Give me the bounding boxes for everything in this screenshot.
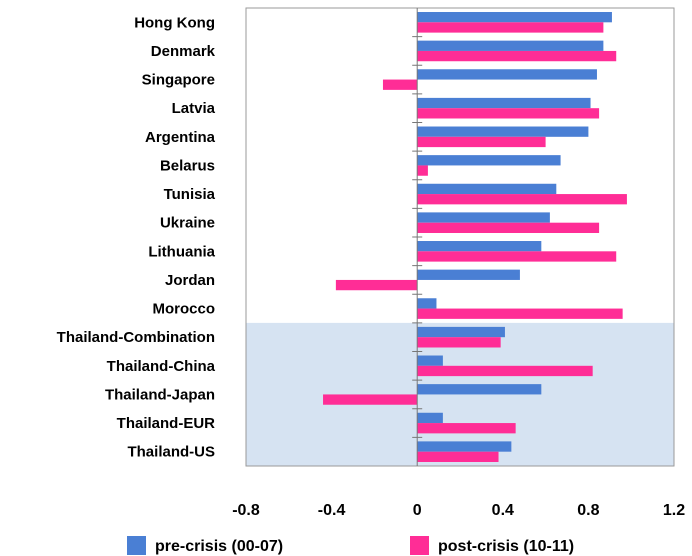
bar-post-crisis-jordan (335, 279, 418, 291)
x-tick-label: -0.4 (318, 502, 346, 519)
category-label: Hong Kong (134, 14, 215, 31)
bar-pre-crisis-thailand-japan (417, 384, 542, 395)
category-label: Morocco (152, 301, 215, 318)
bar-pre-crisis-denmark (417, 40, 604, 51)
bar-post-crisis-tunisia (417, 194, 627, 205)
plot-area-border (245, 7, 675, 467)
bar-pre-crisis-singapore (417, 69, 597, 80)
x-tick-label: -0.8 (232, 502, 260, 519)
bar-pre-crisis-jordan (417, 269, 520, 280)
bar-pre-crisis-argentina (417, 126, 589, 137)
legend: pre-crisis (00-07) post-crisis (10-11) (127, 536, 574, 555)
bar-post-crisis-ukraine (417, 222, 600, 233)
category-label: Ukraine (160, 215, 215, 232)
category-label: Argentina (145, 129, 216, 146)
bar-post-crisis-thailand-combination (417, 337, 501, 348)
bar-pre-crisis-belarus (417, 155, 561, 166)
legend-swatch-post-crisis (410, 536, 429, 555)
category-label: Singapore (142, 72, 215, 89)
bar-post-crisis-lithuania (417, 251, 617, 262)
bar-pre-crisis-morocco (417, 298, 437, 309)
x-tick-label: 1.2 (663, 502, 685, 519)
bar-pre-crisis-lithuania (417, 241, 542, 252)
x-tick-label: 0.4 (492, 502, 514, 519)
legend-label-pre-crisis: pre-crisis (00-07) (155, 538, 283, 555)
category-label: Lithuania (148, 243, 215, 260)
x-tick-label: 0 (413, 502, 422, 519)
category-label: Thailand-Japan (105, 386, 215, 403)
legend-swatch-pre-crisis (127, 536, 146, 555)
bar-post-crisis-thailand-japan (323, 394, 418, 405)
bar-post-crisis-hong-kong (417, 22, 604, 33)
category-label: Thailand-China (107, 358, 216, 375)
bar-post-crisis-thailand-us (417, 451, 499, 462)
category-label: Belarus (160, 157, 215, 174)
bar-post-crisis-denmark (417, 50, 617, 62)
bar-pre-crisis-hong-kong (417, 12, 612, 23)
bar-pre-crisis-tunisia (417, 183, 557, 195)
bar-post-crisis-thailand-china (417, 365, 593, 377)
bar-pre-crisis-thailand-eur (417, 412, 443, 424)
bar-post-crisis-thailand-eur (417, 423, 516, 434)
bar-post-crisis-belarus (417, 165, 428, 176)
category-label: Thailand-EUR (117, 415, 216, 432)
category-label: Denmark (151, 43, 216, 60)
category-label: Latvia (172, 100, 216, 117)
bar-pre-crisis-thailand-china (417, 355, 443, 366)
x-tick-label: 0.8 (577, 502, 599, 519)
bar-pre-crisis-thailand-combination (417, 326, 505, 338)
bar-post-crisis-singapore (382, 79, 418, 90)
category-label: Thailand-Combination (57, 329, 215, 346)
bar-pre-crisis-thailand-us (417, 441, 512, 452)
category-label: Thailand-US (127, 444, 215, 461)
bar-pre-crisis-ukraine (417, 212, 550, 223)
bar-post-crisis-latvia (417, 108, 600, 119)
bar-post-crisis-argentina (417, 136, 546, 148)
legend-label-post-crisis: post-crisis (10-11) (438, 538, 574, 555)
category-label: Tunisia (164, 186, 216, 203)
bar-pre-crisis-latvia (417, 97, 591, 109)
bar-post-crisis-morocco (417, 308, 623, 319)
category-label: Jordan (165, 272, 215, 289)
